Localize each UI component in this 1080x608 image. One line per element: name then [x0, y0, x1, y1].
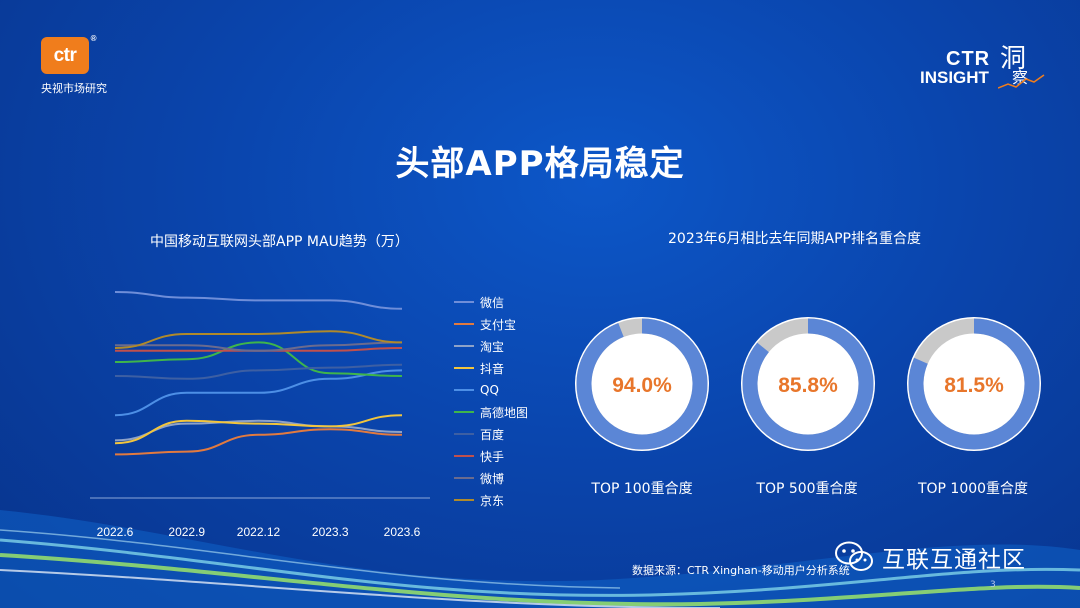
legend-swatch	[454, 345, 474, 347]
line-chart-legend: 微信支付宝淘宝抖音 QQ 高德地图百度快手微博京东	[454, 291, 528, 511]
series-line-6	[114, 341, 403, 377]
legend-item: QQ	[454, 379, 528, 401]
donut-center	[925, 335, 1023, 433]
series-line-10	[114, 330, 403, 349]
donut-value-arc	[576, 318, 708, 450]
series-line-3	[114, 419, 403, 442]
insight-ctr-text: CTR	[946, 48, 991, 70]
legend-swatch	[454, 499, 474, 501]
brand-subtitle: 央视市场研究	[41, 82, 107, 95]
ctr-logo: ctr ®	[41, 34, 97, 74]
donut-chart: 81.5%	[907, 317, 1041, 451]
series-line-4	[114, 414, 403, 445]
legend-swatch	[454, 301, 474, 303]
donut-label-top500: TOP 500重合度	[756, 481, 858, 497]
legend-label: 微信	[480, 295, 505, 310]
legend-label: QQ	[480, 383, 499, 397]
legend-swatch	[454, 389, 474, 391]
wechat-watermark: 互联互通社区	[834, 540, 1026, 574]
ctr-logo-text: ctr	[53, 44, 77, 66]
data-source-note: 数据来源：CTR Xinghan-移动用户分析系统	[632, 564, 850, 577]
insight-cn-2: 察	[1012, 68, 1029, 87]
legend-item: 微博	[454, 467, 528, 489]
legend-swatch	[454, 433, 474, 435]
legend-item: 高德地图	[454, 401, 528, 423]
legend-item: 快手	[454, 445, 528, 467]
donut-value-arc	[908, 318, 1040, 450]
donut-value-label: 81.5%	[944, 374, 1004, 397]
legend-label: 快手	[480, 449, 505, 464]
legend-item: 京东	[454, 489, 528, 511]
page-title: 头部APP格局稳定	[395, 144, 685, 184]
insight-word: INSIGHT	[920, 68, 989, 87]
legend-item: 百度	[454, 423, 528, 445]
series-line-9	[115, 341, 403, 352]
x-tick-label: 2023.6	[384, 525, 421, 539]
x-tick-label: 2022.6	[97, 525, 134, 539]
legend-swatch	[454, 367, 474, 369]
ctr-insight-logo: CTR INSIGHT 洞 察	[920, 40, 1050, 96]
legend-label: 京东	[480, 493, 505, 508]
donut-label-top1000: TOP 1000重合度	[917, 481, 1029, 497]
legend-swatch	[454, 323, 474, 325]
x-tick-label: 2023.3	[312, 525, 349, 539]
legend-swatch	[454, 455, 474, 457]
legend-label: 微博	[480, 471, 505, 486]
legend-label: 抖音	[480, 361, 505, 376]
series-line-2	[114, 428, 403, 456]
series-line-1	[114, 291, 403, 310]
donut-value-label: 94.0%	[612, 374, 672, 397]
legend-swatch	[454, 411, 474, 413]
legend-item: 微信	[454, 291, 528, 313]
wechat-account-name: 互联互通社区	[882, 547, 1026, 573]
legend-item: 抖音	[454, 357, 528, 379]
donut-value-arc	[742, 318, 874, 450]
legend-label: 高德地图	[480, 405, 529, 420]
overlap-donut-charts: 94.0% 85.8% 81.5%	[575, 317, 1041, 451]
legend-swatch	[454, 477, 474, 479]
donut-charts-title: 2023年6月相比去年同期APP排名重合度	[668, 231, 921, 247]
donut-center	[593, 335, 691, 433]
donut-value-label: 85.8%	[778, 374, 838, 397]
insight-cn-1: 洞	[1000, 44, 1027, 74]
legend-item: 支付宝	[454, 313, 528, 335]
registered-mark: ®	[90, 34, 97, 43]
donut-label-top100: TOP 100重合度	[591, 481, 693, 497]
wechat-icon	[835, 541, 873, 571]
legend-label: 百度	[480, 427, 505, 442]
donut-center	[759, 335, 857, 433]
page-number: 3	[990, 580, 996, 590]
decorative-waves	[0, 510, 1080, 608]
legend-label: 淘宝	[480, 339, 505, 354]
legend-item: 淘宝	[454, 335, 528, 357]
donut-chart: 94.0%	[575, 317, 709, 451]
line-chart-title: 中国移动互联网头部APP MAU趋势（万）	[150, 234, 409, 250]
x-tick-label: 2022.9	[168, 525, 205, 539]
insight-trend-icon	[998, 74, 1045, 89]
donut-chart: 85.8%	[741, 317, 875, 451]
x-tick-label: 2022.12	[237, 525, 281, 539]
series-line-7	[114, 363, 403, 380]
series-line-5	[114, 369, 403, 417]
legend-label: 支付宝	[480, 317, 517, 332]
mau-line-chart: 2022.6 2022.9 2022.12 2023.3 2023.6	[90, 291, 430, 539]
